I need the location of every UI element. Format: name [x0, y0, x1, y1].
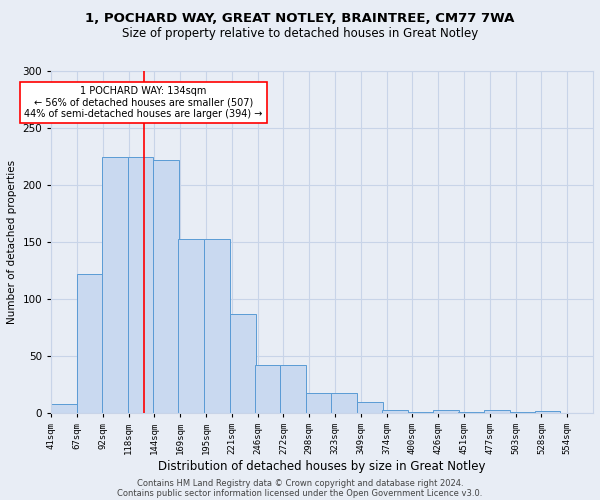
Bar	[254, 366, 280, 413]
Bar	[407, 412, 433, 413]
Bar	[484, 410, 510, 413]
Bar	[102, 156, 128, 413]
Bar	[382, 410, 407, 413]
Bar	[178, 238, 204, 413]
Bar	[128, 156, 154, 413]
Bar	[280, 366, 306, 413]
Text: Size of property relative to detached houses in Great Notley: Size of property relative to detached ho…	[122, 28, 478, 40]
Bar	[306, 392, 332, 413]
Text: 1 POCHARD WAY: 134sqm
← 56% of detached houses are smaller (507)
44% of semi-det: 1 POCHARD WAY: 134sqm ← 56% of detached …	[25, 86, 263, 119]
Y-axis label: Number of detached properties: Number of detached properties	[7, 160, 17, 324]
Text: 1, POCHARD WAY, GREAT NOTLEY, BRAINTREE, CM77 7WA: 1, POCHARD WAY, GREAT NOTLEY, BRAINTREE,…	[85, 12, 515, 26]
Bar	[230, 314, 256, 413]
Bar	[433, 410, 459, 413]
Bar	[458, 412, 484, 413]
Bar	[154, 160, 179, 413]
Bar	[331, 392, 357, 413]
Bar	[204, 238, 230, 413]
Text: Contains HM Land Registry data © Crown copyright and database right 2024.: Contains HM Land Registry data © Crown c…	[137, 478, 463, 488]
Bar	[510, 412, 536, 413]
X-axis label: Distribution of detached houses by size in Great Notley: Distribution of detached houses by size …	[158, 460, 486, 473]
Bar	[357, 402, 383, 413]
Bar	[535, 411, 560, 413]
Bar	[77, 274, 103, 413]
Text: Contains public sector information licensed under the Open Government Licence v3: Contains public sector information licen…	[118, 488, 482, 498]
Bar	[51, 404, 77, 413]
